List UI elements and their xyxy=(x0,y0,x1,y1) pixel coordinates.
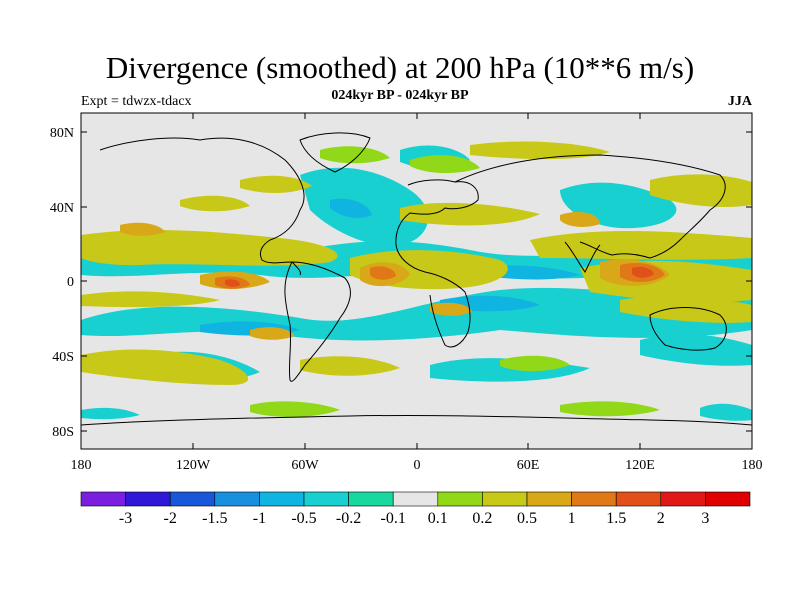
colorbar-box xyxy=(303,491,349,507)
colorbar-box xyxy=(125,491,171,507)
colorbar-box xyxy=(705,491,751,507)
x-tick-180-left: 180 xyxy=(71,458,92,473)
y-tick-labels: 80N 40N 0 40S 80S xyxy=(50,126,74,440)
x-tick-120w: 120W xyxy=(176,458,211,473)
colorbar-box xyxy=(348,491,394,507)
colorbar-box xyxy=(437,491,483,507)
y-tick-80n: 80N xyxy=(50,126,74,141)
y-tick-40s: 40S xyxy=(52,350,74,365)
coastlines xyxy=(81,132,752,426)
colorbar-box xyxy=(80,491,126,507)
colorbar-label: -1 xyxy=(253,510,266,527)
positive-anomaly-max xyxy=(225,266,654,287)
colorbar-label: -1.5 xyxy=(202,510,227,527)
colorbar-box xyxy=(526,491,572,507)
positive-anomaly-weak xyxy=(250,146,660,417)
chart-subtitle: 024kyr BP - 024kyr BP xyxy=(331,88,469,103)
colorbar-label: 1 xyxy=(568,510,576,527)
x-tick-180-right: 180 xyxy=(742,458,763,473)
x-tick-60w: 60W xyxy=(291,458,319,473)
colorbar-box xyxy=(392,491,439,507)
y-tick-0: 0 xyxy=(67,275,74,290)
colorbar-label: -0.1 xyxy=(381,510,406,527)
colorbar-label: -0.2 xyxy=(336,510,361,527)
colorbar-box xyxy=(571,491,617,507)
colorbar-box xyxy=(259,491,305,507)
colorbar-label: 1.5 xyxy=(606,510,626,527)
x-tick-labels: 180 120W 60W 0 60E 120E 180 xyxy=(71,458,763,473)
experiment-label: Expt = tdwzx-tdacx xyxy=(81,94,192,109)
colorbar-label: 0.1 xyxy=(428,510,448,527)
chart-title: Divergence (smoothed) at 200 hPa (10**6 … xyxy=(105,50,695,85)
colorbar-box xyxy=(214,491,260,507)
y-tick-80s: 80S xyxy=(52,425,74,440)
colorbar-label: -2 xyxy=(164,510,177,527)
colorbar xyxy=(80,491,751,507)
season-label: JJA xyxy=(727,94,752,109)
colorbar-label: -0.5 xyxy=(291,510,316,527)
colorbar-box xyxy=(169,491,216,507)
colorbar-label: 0.2 xyxy=(472,510,492,527)
x-tick-120e: 120E xyxy=(625,458,655,473)
colorbar-box xyxy=(660,491,706,507)
divergence-field xyxy=(81,141,752,421)
colorbar-box xyxy=(615,491,662,507)
axis-ticks xyxy=(81,113,752,449)
colorbar-labels: -3 -2 -1.5 -1 -0.5 -0.2 -0.1 0.1 0.2 0.5 1 1.5 2 3 xyxy=(119,510,709,527)
x-tick-60e: 60E xyxy=(517,458,540,473)
colorbar-label: 0.5 xyxy=(517,510,537,527)
colorbar-label: 2 xyxy=(657,510,665,527)
colorbar-label: 3 xyxy=(701,510,709,527)
colorbar-label: -3 xyxy=(119,510,132,527)
y-tick-40n: 40N xyxy=(50,201,74,216)
colorbar-box xyxy=(482,491,528,507)
x-tick-0: 0 xyxy=(414,458,421,473)
